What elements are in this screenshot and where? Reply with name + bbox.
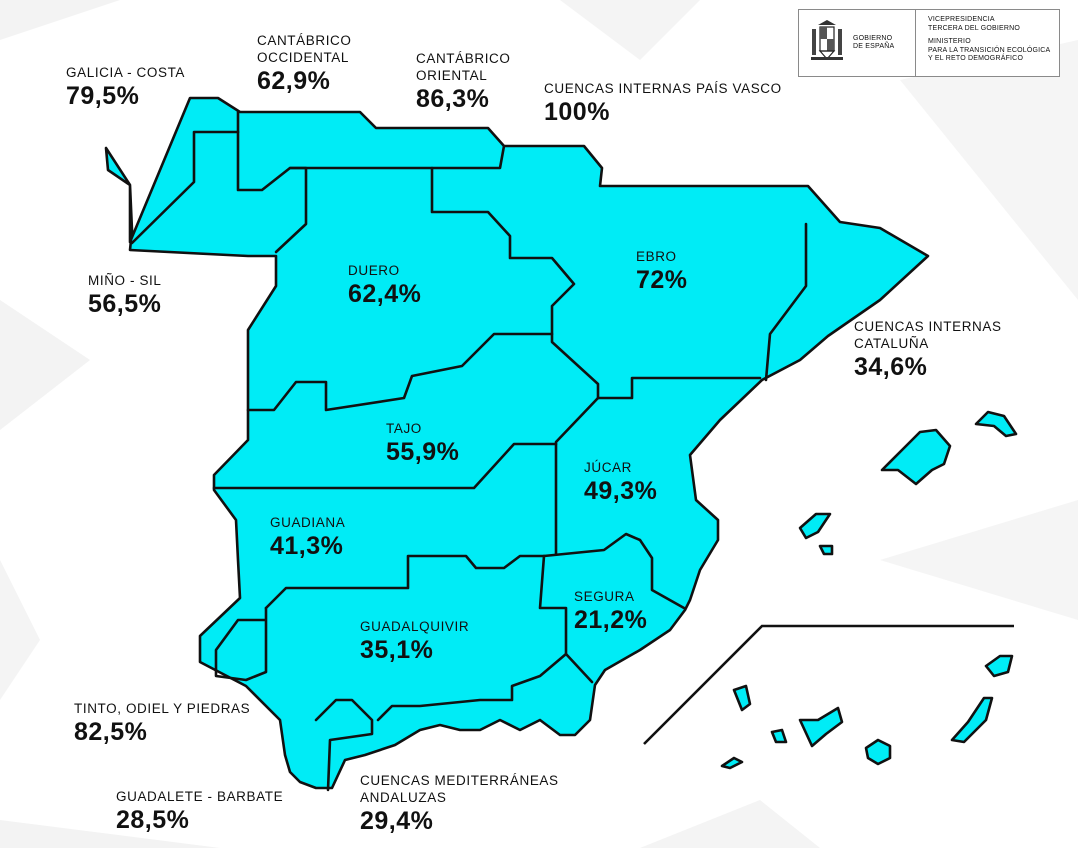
label-galicia-costa: GALICIA - COSTA 79,5% bbox=[66, 64, 185, 111]
basin-name: GALICIA - COSTA bbox=[66, 65, 186, 80]
basin-name: CUENCAS MEDITERRÁNEAS ANDALUZAS bbox=[360, 773, 559, 805]
island-mallorca bbox=[880, 428, 952, 486]
border-duero-ebro bbox=[430, 166, 576, 336]
label-cantabrico-occidental: CANTÁBRICO OCCIDENTAL 62,9% bbox=[257, 32, 352, 96]
border-mediterraneas bbox=[376, 652, 568, 722]
label-pais-vasco: CUENCAS INTERNAS PAÍS VASCO 100% bbox=[544, 80, 782, 127]
label-catalunya: CUENCAS INTERNAS CATALUÑA 34,6% bbox=[854, 318, 1002, 382]
label-segura: SEGURA 21,2% bbox=[574, 588, 647, 635]
border-tajo-jucar bbox=[554, 396, 600, 556]
basin-value: 72% bbox=[636, 266, 688, 294]
basin-value: 34,6% bbox=[854, 353, 928, 381]
island-menorca bbox=[974, 410, 1018, 438]
border-galicia-minho bbox=[130, 110, 240, 245]
label-jucar: JÚCAR 49,3% bbox=[584, 459, 657, 506]
label-mediterraneas-andaluzas: CUENCAS MEDITERRÁNEAS ANDALUZAS 29,4% bbox=[360, 772, 620, 836]
label-duero: DUERO 62,4% bbox=[348, 262, 421, 309]
ministry-line-1: MINISTERIO bbox=[928, 38, 971, 45]
island-la-gomera bbox=[770, 728, 788, 744]
basin-value: 28,5% bbox=[116, 806, 190, 834]
basin-value: 62,9% bbox=[257, 67, 331, 95]
basin-name: TINTO, ODIEL Y PIEDRAS bbox=[74, 701, 251, 716]
label-guadalquivir: GUADALQUIVIR 35,1% bbox=[360, 618, 469, 665]
island-la-palma bbox=[732, 684, 752, 712]
basin-value: 86,3% bbox=[416, 85, 490, 113]
basin-name: CUENCAS INTERNAS PAÍS VASCO bbox=[544, 81, 782, 96]
government-logo: GOBIERNO DE ESPAÑA VICEPRESIDENCIA TERCE… bbox=[798, 9, 1060, 77]
basin-name: JÚCAR bbox=[584, 460, 633, 475]
border-guadalquivir-segura bbox=[538, 554, 594, 684]
office-line-1: VICEPRESIDENCIA bbox=[928, 16, 995, 23]
basin-value: 35,1% bbox=[360, 636, 434, 664]
border-ebro-jucar bbox=[596, 376, 762, 400]
basin-name: GUADALQUIVIR bbox=[360, 619, 470, 634]
border-jucar-segura bbox=[542, 532, 686, 610]
border-guadiana-guadalquivir bbox=[264, 554, 546, 610]
label-cantabrico-oriental: CANTÁBRICO ORIENTAL 86,3% bbox=[416, 50, 511, 114]
basin-value: 56,5% bbox=[88, 290, 162, 318]
basin-name: CUENCAS INTERNAS CATALUÑA bbox=[854, 319, 1002, 351]
basin-value: 82,5% bbox=[74, 718, 148, 746]
label-ebro: EBRO 72% bbox=[636, 248, 688, 295]
basin-name: TAJO bbox=[386, 421, 422, 436]
basin-value: 62,4% bbox=[348, 280, 422, 308]
border-duero-tajo bbox=[246, 332, 600, 412]
border-ebro-catalunya bbox=[764, 222, 808, 382]
basin-value: 79,5% bbox=[66, 82, 140, 110]
coat-of-arms-icon bbox=[811, 20, 843, 60]
gov-line-1: GOBIERNO bbox=[853, 34, 893, 42]
basin-name: CANTÁBRICO ORIENTAL bbox=[416, 51, 511, 83]
border-tajo-guadiana bbox=[212, 442, 558, 490]
basin-name: EBRO bbox=[636, 249, 677, 264]
border-guadalete bbox=[314, 698, 374, 792]
label-guadalete-barbate: GUADALETE - BARBATE 28,5% bbox=[116, 788, 283, 835]
basin-name: MIÑO - SIL bbox=[88, 273, 162, 288]
island-ibiza bbox=[798, 512, 832, 540]
basin-name: CANTÁBRICO OCCIDENTAL bbox=[257, 33, 352, 65]
island-tenerife bbox=[798, 706, 844, 748]
basin-name: GUADALETE - BARBATE bbox=[116, 789, 284, 804]
basin-value: 41,3% bbox=[270, 532, 344, 560]
ministry-line-3: Y EL RETO DEMOGRÁFICO bbox=[928, 55, 1024, 62]
gobierno-espana-text: GOBIERNO DE ESPAÑA bbox=[853, 35, 894, 52]
border-cantabrico-occ bbox=[236, 130, 506, 192]
office-line-2: TERCERA DEL GOBIERNO bbox=[928, 24, 1021, 32]
basin-value: 100% bbox=[544, 98, 610, 126]
island-fuerteventura bbox=[950, 696, 994, 744]
canary-frame bbox=[643, 624, 1014, 745]
basin-name: SEGURA bbox=[574, 589, 635, 604]
gov-line-2: DE ESPAÑA bbox=[853, 43, 895, 50]
label-minho-sil: MIÑO - SIL 56,5% bbox=[88, 272, 162, 319]
basin-value: 49,3% bbox=[584, 477, 658, 505]
label-tajo: TAJO 55,9% bbox=[386, 420, 459, 467]
basin-value: 21,2% bbox=[574, 606, 648, 634]
basin-name: GUADIANA bbox=[270, 515, 346, 530]
ministry-line-2: PARA LA TRANSICIÓN ECOLÓGICA bbox=[928, 46, 1051, 54]
basin-value: 29,4% bbox=[360, 807, 434, 835]
island-formentera bbox=[818, 544, 834, 556]
label-guadiana: GUADIANA 41,3% bbox=[270, 514, 345, 561]
label-tinto-odiel-piedras: TINTO, ODIEL Y PIEDRAS 82,5% bbox=[74, 700, 250, 747]
basin-value: 55,9% bbox=[386, 438, 460, 466]
basin-name: DUERO bbox=[348, 263, 400, 278]
island-el-hierro bbox=[720, 756, 744, 770]
border-tinto bbox=[214, 606, 268, 682]
border-minho-duero bbox=[274, 166, 308, 254]
island-gran-canaria bbox=[864, 738, 892, 766]
island-lanzarote bbox=[984, 654, 1014, 678]
